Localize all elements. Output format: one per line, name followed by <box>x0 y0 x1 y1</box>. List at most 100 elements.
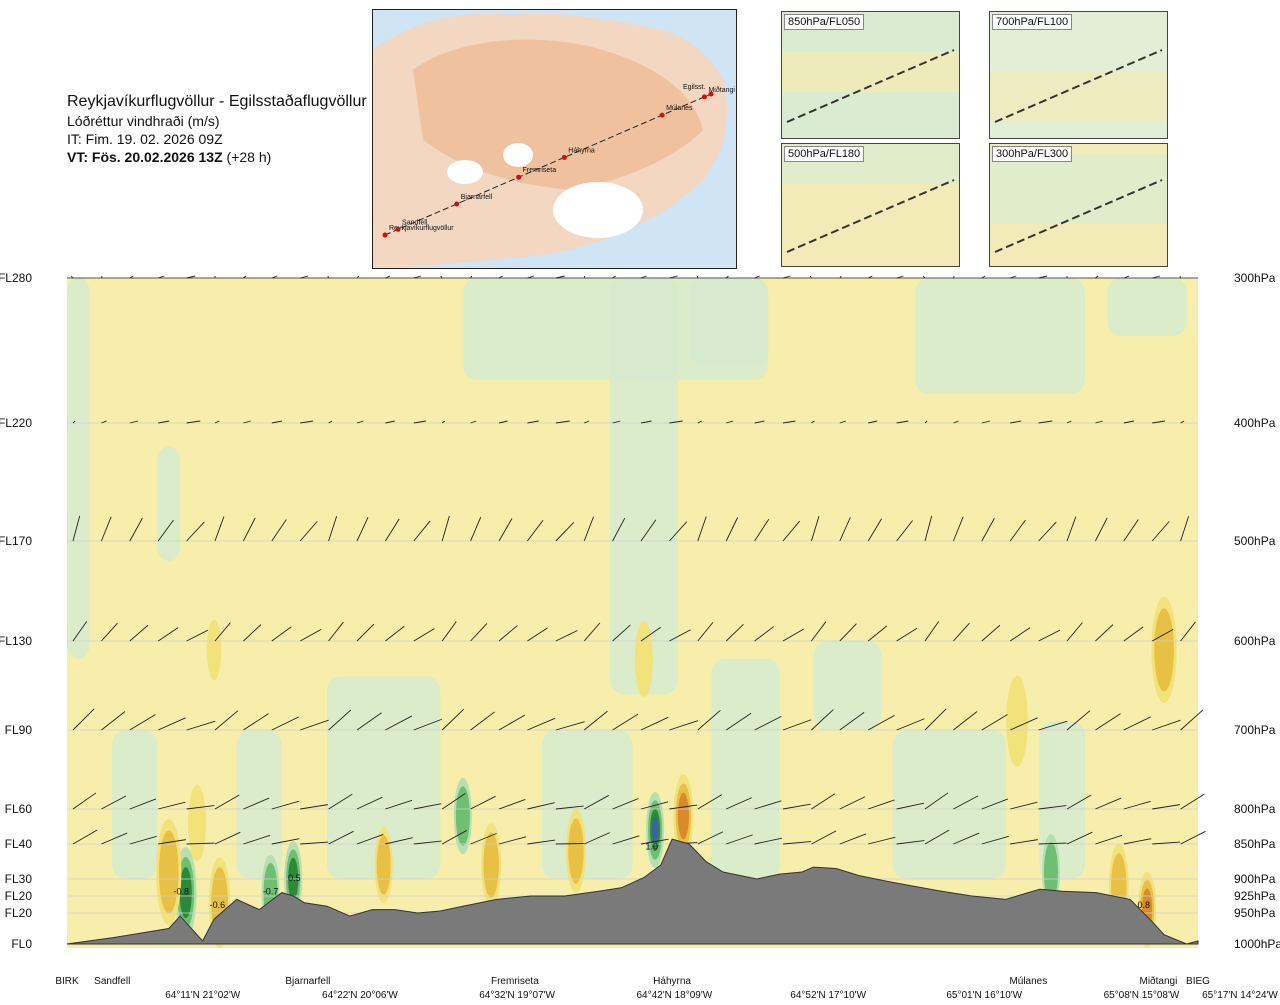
wind-barb-850-34 <box>1038 842 1067 845</box>
wind-barb-850-33 <box>1010 839 1038 845</box>
wind-barb-300-17 <box>555 275 565 279</box>
wind-barb-850-15 <box>498 836 527 845</box>
wind-barb-500-8 <box>299 521 318 542</box>
station-label: Egilsst. <box>683 84 706 91</box>
wind-barb-850-23 <box>726 834 753 845</box>
sink-zone-4 <box>915 278 1085 394</box>
wind-barb-600-35 <box>1066 622 1083 642</box>
wind-barb-300-7 <box>271 275 278 279</box>
wind-barb-800-6 <box>243 797 270 810</box>
mini-map-700-svg <box>990 12 1167 138</box>
route-map: Reykjavíkurflugvöllur Sandfell Bjarnarfell… <box>372 9 737 269</box>
coordinate-axis: 64°11'N 21°02'W 64°22'N 20°06'W 64°32'N 19… <box>165 990 1278 1001</box>
flight-level-label: FL90 <box>5 723 33 737</box>
station-label: Reykjavíkurflugvöllur <box>389 225 454 232</box>
pressure-label: 850hPa <box>1234 837 1276 851</box>
velocity-cell-12-ring-0 <box>206 619 222 681</box>
mini-map-700: 700hPa/FL100 <box>989 11 1168 139</box>
wind-barb-400-27 <box>839 420 846 424</box>
wind-barb-800-22 <box>697 794 723 810</box>
wind-barb-300-16 <box>527 275 534 279</box>
wind-barb-850-16 <box>527 839 556 845</box>
wind-barb-500-18 <box>583 516 594 542</box>
glacier-vatnajokull <box>553 182 643 238</box>
wind-barb-400-25 <box>782 420 796 424</box>
wind-barb-500-1 <box>100 516 112 542</box>
wind-barb-400-15 <box>498 420 508 424</box>
wind-barb-700-17 <box>555 721 585 731</box>
pressure-label: 400hPa <box>1234 416 1276 430</box>
velocity-cell-18-ring-0 <box>1006 675 1028 767</box>
wind-barb-600-12 <box>413 628 435 642</box>
wind-barb-800-39 <box>1180 793 1205 810</box>
wind-barb-500-22 <box>697 516 707 542</box>
wind-barb-500-3 <box>157 519 174 542</box>
station-label: Bjarnarfell <box>461 194 493 201</box>
wind-barb-850-20 <box>640 838 669 845</box>
wind-barb-400-18 <box>584 420 590 424</box>
flight-level-label: FL130 <box>0 634 32 648</box>
wind-barb-800-15 <box>498 799 526 810</box>
wind-barb-700-8 <box>300 719 329 731</box>
wind-barb-500-23 <box>725 517 739 542</box>
wind-barb-800-24 <box>754 800 782 810</box>
wind-barb-400-20 <box>640 420 652 424</box>
wind-barb-400-12 <box>413 420 426 424</box>
wind-barb-700-25 <box>782 719 812 731</box>
wind-barb-600-25 <box>782 628 805 642</box>
wind-barb-300-36 <box>1095 275 1099 279</box>
wind-barb-700-5 <box>214 710 239 731</box>
wind-barb-500-13 <box>441 515 450 542</box>
wind-barb-850-19 <box>612 835 640 845</box>
wind-barb-300-39 <box>1179 275 1182 279</box>
value-labels: -0.8 -0.6 -0.7 0.5 1.0 0.8 <box>173 842 1149 911</box>
wind-barb-400-9 <box>328 420 333 424</box>
coordinate-label: 65°08'N 15°08'W <box>1104 990 1180 1001</box>
mini-map-label-850: 850hPa/FL050 <box>784 14 865 30</box>
wind-barb-850-18 <box>584 832 610 845</box>
wind-barb-700-18 <box>583 710 608 731</box>
wind-barb-300-34 <box>1038 275 1048 279</box>
wind-barb-850-26 <box>811 830 837 845</box>
wind-barb-500-21 <box>669 521 688 542</box>
wind-barb-850-30 <box>924 829 950 845</box>
station-label: Fremriseta <box>523 167 557 174</box>
wind-barb-400-38 <box>1152 420 1166 424</box>
sink-zone-3 <box>689 278 769 365</box>
glacier-hofsjokull <box>503 143 533 167</box>
wind-barb-800-12 <box>413 803 442 810</box>
wind-barb-700-3 <box>158 717 186 731</box>
wind-barb-600-27 <box>839 623 857 642</box>
wind-barb-300-21 <box>669 275 678 279</box>
wind-barb-700-6 <box>243 713 269 731</box>
wind-barb-500-7 <box>271 519 287 542</box>
wind-barb-400-1 <box>101 420 107 424</box>
coordinate-label: 65°17'N 14°24'W <box>1202 990 1278 1001</box>
wind-barb-700-9 <box>328 709 352 731</box>
wind-barb-400-32 <box>981 420 991 424</box>
wind-barb-300-1 <box>100 275 103 279</box>
wind-barb-500-0 <box>72 515 81 542</box>
wind-barb-800-36 <box>1095 797 1122 810</box>
wind-barb-700-21 <box>669 720 699 731</box>
wind-barb-600-37 <box>1123 626 1144 642</box>
wind-barb-500-11 <box>385 518 400 542</box>
mini-map-label-700: 700hPa/FL100 <box>992 14 1073 30</box>
pressure-label: 700hPa <box>1234 723 1276 737</box>
wind-barb-500-15 <box>498 518 513 542</box>
wind-barb-700-22 <box>697 709 721 731</box>
wind-barb-400-13 <box>441 420 446 424</box>
sink-zone-11 <box>327 676 441 879</box>
pressure-label: 1000hPa <box>1234 937 1280 951</box>
wind-barb-500-14 <box>470 516 482 542</box>
place-label: BIRK <box>55 976 79 987</box>
wind-barb-500-4 <box>186 521 205 542</box>
wind-barb-500-30 <box>924 515 933 542</box>
cell-value-label: -0.8 <box>173 887 189 897</box>
station-label: Háhyrna <box>568 147 595 154</box>
route-line <box>384 93 712 236</box>
velocity-cell-3-ring-0 <box>188 785 207 861</box>
wind-barb-800-7 <box>271 800 299 810</box>
wind-barb-400-35 <box>1066 420 1072 424</box>
